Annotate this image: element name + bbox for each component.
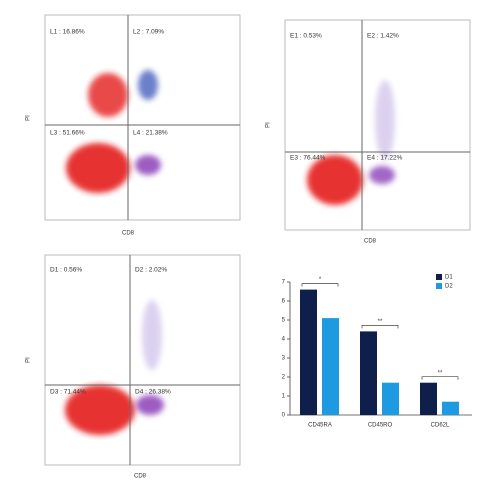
y-tick-label: 1 bbox=[282, 394, 286, 400]
quadrant-label: D3 : 71.44% bbox=[50, 389, 86, 396]
y-tick-label: 0 bbox=[282, 413, 286, 419]
flow-plot: L1 : 16.86% L2 : 7.09% L3 : 51.66% L4 : … bbox=[26, 14, 241, 237]
population bbox=[136, 395, 164, 415]
significance-bracket bbox=[421, 376, 459, 380]
legend-swatch bbox=[436, 274, 442, 280]
significance-label: * bbox=[319, 277, 322, 283]
bar bbox=[442, 401, 459, 415]
bar bbox=[382, 382, 399, 415]
population bbox=[369, 166, 395, 184]
population bbox=[142, 300, 162, 370]
quadrant-label: D2 : 2.02% bbox=[135, 267, 167, 274]
population bbox=[65, 385, 135, 435]
population bbox=[307, 155, 363, 205]
quadrant-label: L3 : 51.66% bbox=[50, 130, 85, 137]
bar-chart: 0 1 2 3 4 5 6 7 CD45RA * CD45RO ** CD62L ** D1 D2 bbox=[282, 274, 472, 429]
legend-label: D1 bbox=[445, 275, 453, 281]
x-tick-label: CD45RA bbox=[308, 423, 332, 429]
y-tick-label: 2 bbox=[282, 375, 286, 381]
y-tick-label: 4 bbox=[282, 337, 286, 343]
plot-frame bbox=[44, 14, 241, 221]
x-axis-label: CD8 bbox=[364, 239, 377, 245]
bar bbox=[300, 289, 317, 415]
quadrant-label: L4 : 21.38% bbox=[133, 130, 168, 137]
x-axis-label: CD8 bbox=[134, 474, 147, 480]
significance-bracket bbox=[301, 283, 339, 287]
quadrant-label: D4 : 26.38% bbox=[135, 389, 171, 396]
quadrant-label: E4 : 17.22% bbox=[367, 155, 403, 162]
bar bbox=[322, 318, 339, 415]
population bbox=[88, 73, 128, 117]
quadrant-label: D1 : 0.56% bbox=[50, 267, 82, 274]
y-tick-label: 5 bbox=[282, 318, 286, 324]
significance-label: ** bbox=[378, 319, 383, 325]
bar bbox=[360, 331, 377, 415]
plot-frame bbox=[44, 254, 241, 466]
y-axis-label: PI bbox=[266, 122, 272, 128]
population bbox=[135, 155, 161, 175]
legend-swatch bbox=[436, 283, 442, 289]
y-tick-label: 6 bbox=[282, 299, 286, 305]
population bbox=[66, 143, 130, 193]
quadrant-label: E1 : 0.53% bbox=[290, 33, 322, 40]
x-axis-label: CD8 bbox=[122, 231, 135, 237]
x-tick-label: CD62L bbox=[431, 423, 450, 429]
quadrant-label: L2 : 7.09% bbox=[133, 29, 164, 36]
population bbox=[375, 80, 395, 160]
flow-plot: D1 : 0.56% D2 : 2.02% D3 : 71.44% D4 : 2… bbox=[26, 254, 241, 480]
y-axis-label: PI bbox=[26, 357, 32, 363]
y-axis-label: PI bbox=[26, 115, 32, 121]
flow-plot: E1 : 0.53% E2 : 1.42% E3 : 76.44% E4 : 1… bbox=[266, 19, 471, 245]
legend-label: D2 bbox=[445, 284, 453, 290]
significance-bracket bbox=[361, 325, 399, 329]
bar bbox=[420, 382, 437, 415]
quadrant-label: E3 : 76.44% bbox=[290, 155, 326, 162]
significance-label: ** bbox=[438, 370, 443, 376]
quadrant-label: L1 : 16.86% bbox=[50, 29, 85, 36]
population bbox=[138, 70, 158, 100]
y-tick-label: 7 bbox=[282, 280, 286, 286]
y-tick-label: 3 bbox=[282, 356, 286, 362]
x-tick-label: CD45RO bbox=[368, 423, 393, 429]
quadrant-label: E2 : 1.42% bbox=[367, 33, 399, 40]
